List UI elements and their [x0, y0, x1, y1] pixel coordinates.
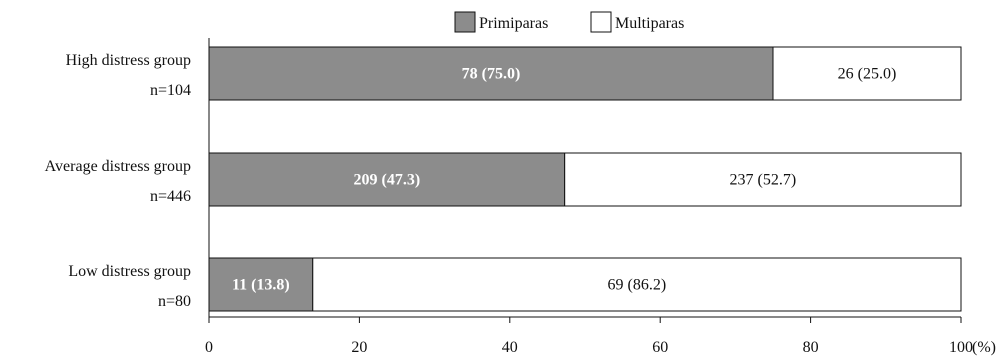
x-unit-label: (%)	[972, 339, 996, 356]
data-label-multiparas-1: 237 (52.7)	[730, 172, 797, 189]
legend-swatch-multiparas	[590, 11, 612, 33]
bar-multiparas-1	[564, 152, 962, 207]
category-n-label-0: n=104	[150, 82, 191, 99]
bar-primiparas-0	[208, 46, 774, 101]
data-label-primiparas-0: 78 (75.0)	[462, 66, 521, 83]
legend-label-primiparas: Primiparas	[479, 15, 548, 32]
category-label-0: High distress group	[66, 52, 191, 69]
legend-swatch-primiparas	[454, 11, 476, 33]
x-tick-label-5: 100	[949, 339, 973, 356]
x-tick-label-1: 20	[351, 339, 367, 356]
bar-multiparas-0	[772, 46, 962, 101]
bar-primiparas-1	[208, 152, 566, 207]
data-label-multiparas-2: 69 (86.2)	[608, 277, 667, 294]
data-label-primiparas-2: 11 (13.8)	[232, 277, 290, 294]
x-tick-label-3: 60	[652, 339, 668, 356]
x-tick-label-0: 0	[205, 339, 213, 356]
data-label-primiparas-1: 209 (47.3)	[354, 172, 421, 189]
x-tick-label-4: 80	[803, 339, 819, 356]
data-label-multiparas-0: 26 (25.0)	[838, 66, 897, 83]
category-n-label-2: n=80	[158, 293, 191, 310]
category-n-label-1: n=446	[150, 188, 191, 205]
category-label-2: Low distress group	[68, 263, 191, 280]
bar-multiparas-2	[312, 257, 962, 312]
category-label-1: Average distress group	[45, 158, 191, 175]
x-tick-label-2: 40	[502, 339, 518, 356]
legend-label-multiparas: Multiparas	[615, 15, 684, 32]
